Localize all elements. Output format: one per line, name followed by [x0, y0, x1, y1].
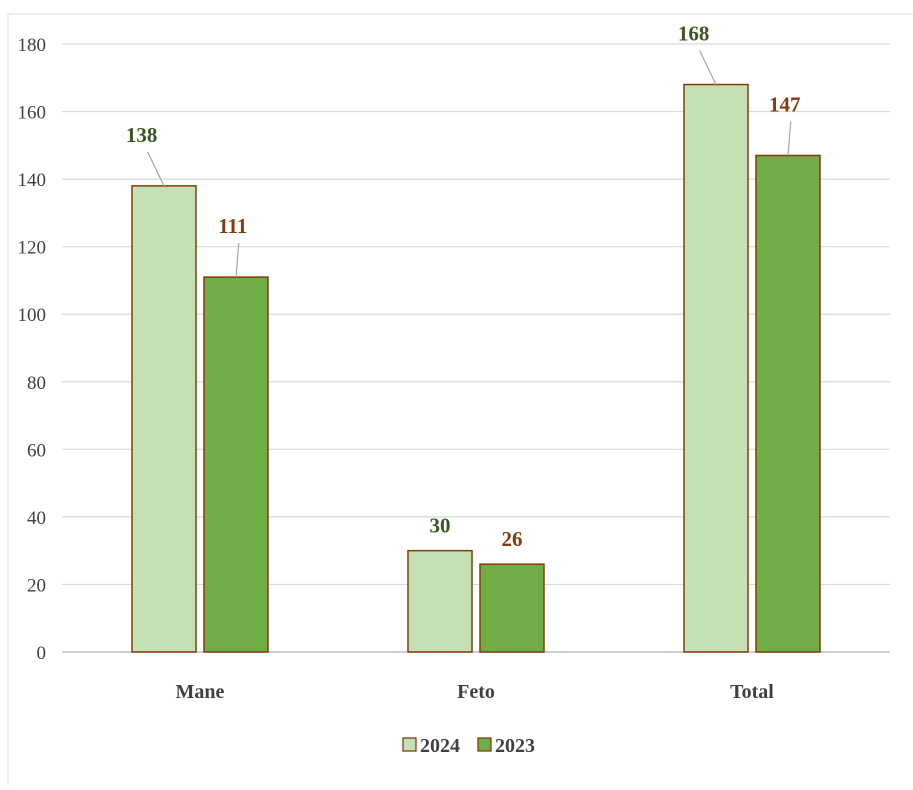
data-label: 111 — [218, 214, 247, 238]
data-label-leader — [147, 151, 165, 187]
data-label-leader — [787, 121, 792, 156]
bar-2023-mane — [203, 276, 269, 653]
legend-swatch — [477, 737, 492, 752]
x-tick-label: Total — [730, 681, 774, 703]
bar-2024-total — [683, 83, 749, 653]
bar-2023-feto — [479, 563, 545, 653]
bar-2024-mane — [131, 185, 197, 653]
legend-label: 2024 — [420, 735, 460, 757]
legend-label: 2023 — [495, 735, 535, 757]
bar-2023-total — [755, 154, 821, 653]
data-label: 168 — [678, 22, 710, 46]
x-tick-label: Feto — [457, 681, 495, 703]
data-label: 26 — [502, 527, 523, 551]
data-label-leader — [699, 50, 717, 85]
y-tick-label: 40 — [27, 508, 46, 529]
y-tick-label: 180 — [18, 35, 47, 56]
bar-2024-feto — [407, 549, 473, 653]
y-tick-label: 80 — [27, 373, 46, 394]
y-tick-label: 60 — [27, 440, 46, 461]
data-label-leader — [235, 243, 240, 278]
y-tick-label: 20 — [27, 575, 46, 596]
data-label: 147 — [769, 92, 801, 116]
y-tick-label: 100 — [18, 305, 47, 326]
y-tick-label: 0 — [37, 643, 47, 664]
y-tick-label: 140 — [18, 170, 47, 191]
data-label: 30 — [430, 514, 451, 538]
y-tick-label: 160 — [18, 103, 47, 124]
legend-swatch — [402, 737, 417, 752]
data-label: 138 — [126, 123, 158, 147]
y-tick-label: 120 — [18, 238, 47, 259]
x-tick-label: Mane — [176, 681, 225, 703]
